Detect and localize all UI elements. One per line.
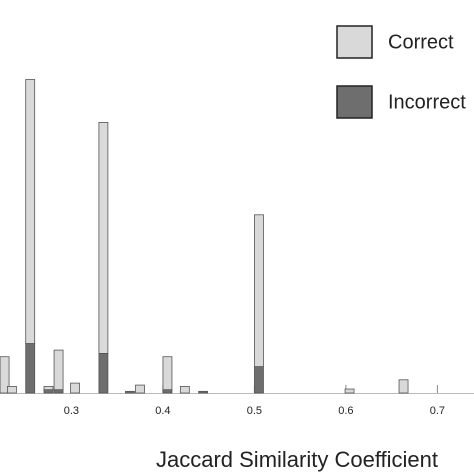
- bar-segment: [0, 356, 10, 394]
- legend-swatch: [336, 85, 373, 119]
- bar-segment: [98, 122, 109, 354]
- bar-segment: [162, 356, 173, 391]
- bar-segment: [53, 389, 64, 394]
- bar-segment: [43, 385, 54, 391]
- bar-segment: [254, 214, 264, 368]
- bar-segment: [43, 389, 54, 394]
- x-tick-label: 0.7: [430, 405, 445, 417]
- x-tick-label: 0.4: [155, 405, 170, 417]
- bar-segment: [254, 366, 264, 394]
- bar-segment: [6, 385, 17, 394]
- bar-segment: [70, 382, 80, 394]
- x-tick-label: 0.6: [338, 405, 353, 417]
- bar-segment: [162, 389, 173, 394]
- bar-segment: [344, 388, 355, 394]
- legend-label: Incorrect: [388, 91, 466, 113]
- bar-segment: [25, 343, 36, 394]
- x-axis-label: Jaccard Similarity Coefficient: [156, 447, 438, 472]
- legend-label: Correct: [388, 31, 454, 53]
- bar-segment: [198, 390, 209, 394]
- x-tick-label: 0.5: [247, 405, 262, 417]
- legend-swatch: [336, 25, 373, 59]
- bar-segment: [53, 349, 64, 391]
- bar-segment: [398, 379, 409, 394]
- bar-segment: [135, 384, 145, 394]
- bar-segment: [25, 79, 36, 344]
- x-tick-label: 0.3: [64, 405, 79, 417]
- bar-segment: [125, 390, 135, 394]
- bar-segment: [98, 352, 109, 394]
- bar-segment: [179, 385, 190, 394]
